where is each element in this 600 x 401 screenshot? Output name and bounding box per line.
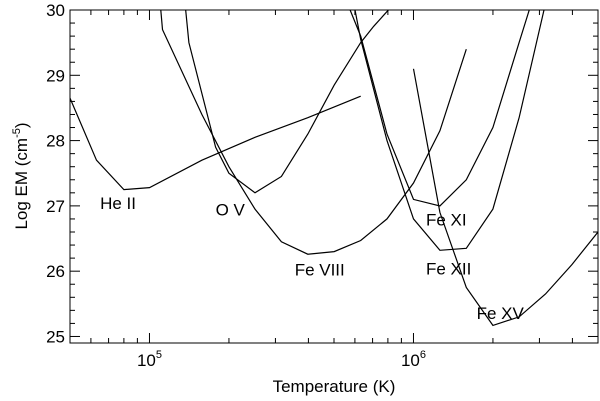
label-he-ii: He II: [100, 194, 136, 213]
curve-fe-viii: [160, 10, 467, 255]
y-tick-label: 25: [46, 327, 65, 346]
curve-fe-xii: [354, 10, 545, 251]
label-fe-xii: Fe XII: [426, 259, 471, 278]
label-fe-viii: Fe VIII: [295, 261, 345, 280]
curve-fe-xi: [349, 10, 530, 207]
x-tick-label: 106: [401, 349, 426, 370]
y-tick-label: 26: [46, 262, 65, 281]
y-tick-label: 29: [46, 66, 65, 85]
label-o-v: O V: [216, 201, 246, 220]
plot-frame: [69, 9, 599, 344]
y-axis-title-main: Log EM (cm: [12, 138, 31, 230]
y-tick-label: 27: [46, 197, 65, 216]
y-tick-label: 30: [46, 1, 65, 20]
y-tick-label: 28: [46, 132, 65, 151]
y-axis-title-close: ): [12, 122, 31, 128]
y-axis-title-exponent: -5: [11, 128, 23, 138]
series-labels: He II O V Fe VIII Fe XI Fe XII Fe XV: [100, 194, 524, 323]
curve-o-v: [185, 10, 390, 194]
y-axis-title: Log EM (cm-5): [11, 122, 31, 229]
x-tick-label: 105: [137, 349, 162, 370]
curve-he-ii: [70, 95, 361, 191]
x-axis-title: Temperature (K): [273, 377, 396, 396]
label-fe-xi: Fe XI: [426, 211, 467, 230]
series-curves: [70, 10, 598, 327]
axis-ticks: [69, 9, 599, 343]
axis-tick-labels: 25 26 27 28 29 30 105 106: [46, 1, 426, 370]
curve-fe-xv: [412, 68, 598, 327]
label-fe-xv: Fe XV: [477, 304, 525, 323]
